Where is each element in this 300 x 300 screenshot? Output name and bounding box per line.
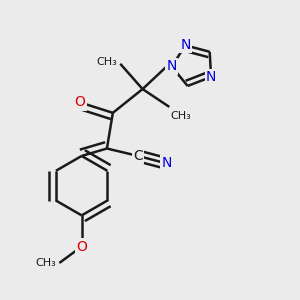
Text: N: N <box>161 156 172 170</box>
Text: N: N <box>206 70 216 84</box>
Text: C: C <box>133 149 143 163</box>
Text: CH₃: CH₃ <box>36 258 56 268</box>
Text: O: O <box>76 240 87 254</box>
Text: CH₃: CH₃ <box>97 57 117 67</box>
Text: O: O <box>75 95 86 110</box>
Text: CH₃: CH₃ <box>171 111 192 122</box>
Text: N: N <box>180 38 190 52</box>
Text: N: N <box>167 59 177 74</box>
